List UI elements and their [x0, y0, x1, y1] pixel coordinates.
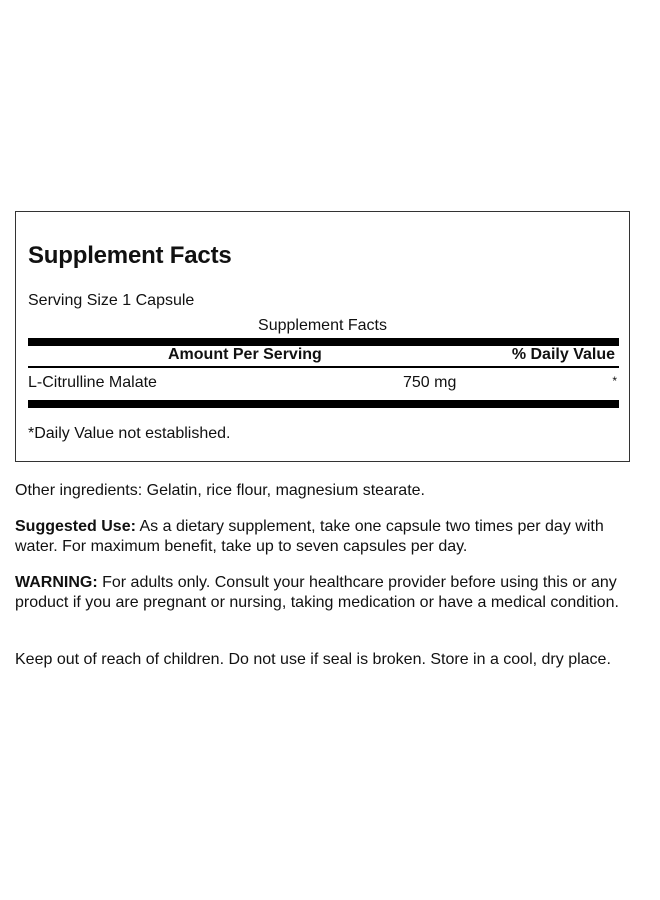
footnote: *Daily Value not established. — [28, 425, 231, 442]
suggested-use: Suggested Use: As a dietary supplement, … — [15, 517, 640, 556]
warning-label: WARNING: — [15, 574, 98, 591]
supplement-facts-panel: Supplement Facts Serving Size 1 Capsule … — [15, 211, 630, 462]
ingredient-name: L-Citrulline Malate — [28, 374, 157, 391]
ingredient-amount: 750 mg — [403, 374, 457, 391]
divider-thick — [28, 338, 619, 346]
serving-size: Serving Size 1 Capsule — [28, 292, 195, 309]
panel-title: Supplement Facts — [28, 242, 232, 269]
ingredient-daily-value: * — [612, 374, 617, 388]
table-header: Amount Per Serving % Daily Value — [28, 346, 615, 366]
warning: WARNING: For adults only. Consult your h… — [15, 573, 640, 612]
other-ingredients: Other ingredients: Gelatin, rice flour, … — [15, 481, 640, 501]
table-caption: Supplement Facts — [258, 317, 387, 334]
divider-thick — [28, 400, 619, 408]
header-daily-value: % Daily Value — [511, 346, 615, 363]
header-amount: Amount Per Serving — [168, 346, 322, 363]
divider-thin — [28, 366, 619, 368]
storage-text: Keep out of reach of children. Do not us… — [15, 651, 611, 668]
table-row: L-Citrulline Malate 750 mg * — [28, 374, 617, 392]
other-ingredients-text: Other ingredients: Gelatin, rice flour, … — [15, 482, 425, 499]
warning-text: For adults only. Consult your healthcare… — [15, 574, 619, 611]
storage: Keep out of reach of children. Do not us… — [15, 650, 640, 670]
suggested-use-label: Suggested Use: — [15, 518, 136, 535]
suggested-use-text: As a dietary supplement, take one capsul… — [15, 518, 604, 555]
